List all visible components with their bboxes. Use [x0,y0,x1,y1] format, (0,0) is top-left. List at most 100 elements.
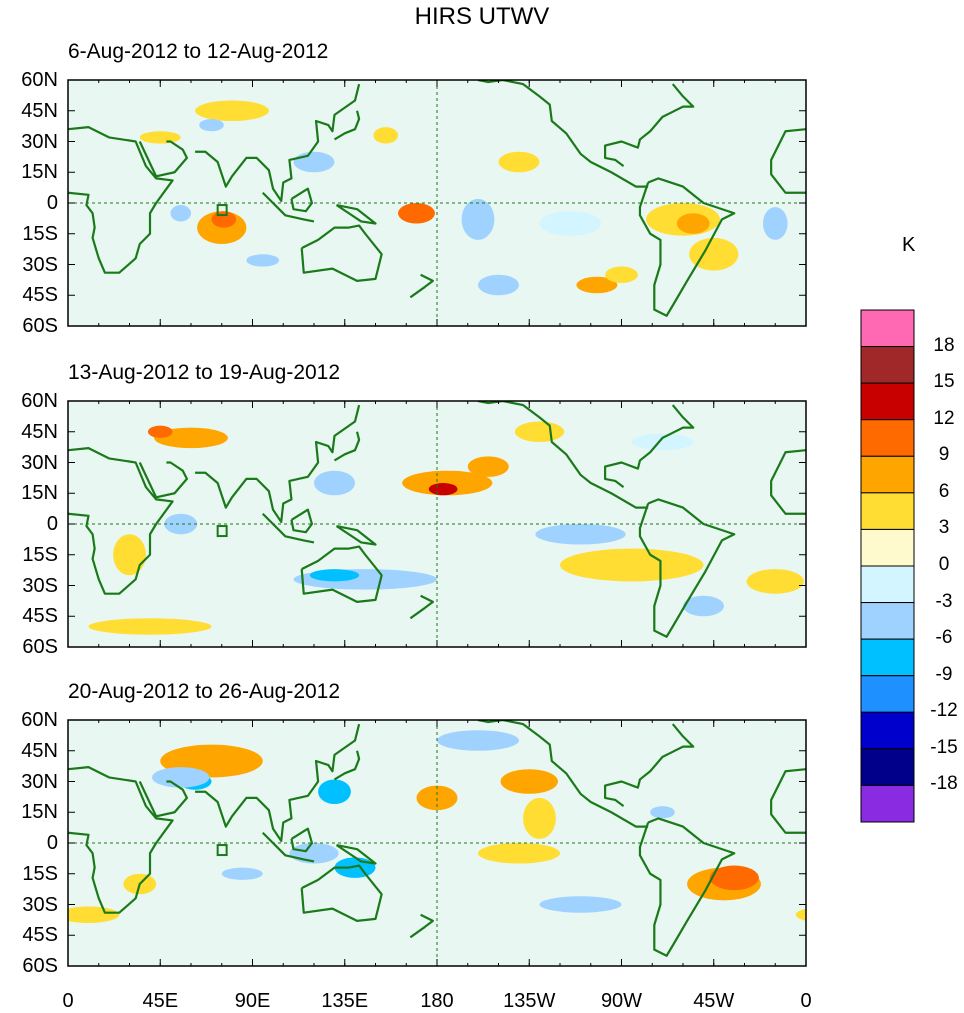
coastline [477,80,649,188]
coastline [335,203,377,225]
anomaly-contour [960,868,964,880]
anomaly-contour [498,151,540,173]
coastline [333,750,361,781]
anomaly-contour [950,211,964,227]
lon-tick-label: 135W [503,990,556,1012]
coastline [261,512,315,544]
coastline [290,187,314,213]
coastline [770,449,806,515]
anomaly-contour [523,797,556,839]
colorbar-swatch [860,638,915,677]
lat-tick-label: 15N [21,161,58,184]
colorbar-label: -9 [935,663,953,685]
map-panel-1 [67,79,964,327]
lat-tick-label: 30S [22,253,58,276]
anomaly-contour [933,101,964,122]
anomaly-contour [560,548,704,582]
lat-tick-label: 60N [21,69,58,91]
coastline [638,177,736,317]
anomaly-contour [309,569,360,582]
lat-tick-label: 30N [21,451,58,474]
lon-tick-label: 135E [321,990,369,1012]
panel-2-title: 13-Aug-2012 to 19-Aug-2012 [68,361,341,384]
coastline [300,224,383,282]
anomaly-contour [428,483,458,496]
anomaly-contour [170,205,191,222]
colorbar-swatch [860,492,915,530]
anomaly-contour [246,254,280,267]
lat-tick-label: 45N [21,420,58,443]
colorbar-swatch [860,784,915,823]
map-panel-3 [67,719,964,967]
anomaly-contour [195,100,269,121]
panel-1-title: 6-Aug-2012 to 12-Aug-2012 [68,40,329,63]
chart-title: HIRS UTWV [414,3,550,30]
anomaly-contour [437,730,519,751]
anomaly-contour [937,119,962,131]
anomaly-contour [139,131,181,144]
lat-tick-label: 45S [22,605,58,628]
anomaly-contour [416,785,458,811]
coastline [68,766,174,914]
anomaly-contour [762,207,788,240]
coastline [770,128,806,194]
colorbar-label: 15 [933,371,955,393]
lon-tick-label: 180 [420,990,454,1012]
coastline [477,720,649,828]
lon-tick-label: 90E [234,990,271,1012]
colorbar-label: 9 [938,444,950,466]
anomaly-contour [861,874,894,895]
anomaly-contour [878,131,919,143]
coastline [335,524,377,546]
colorbar-swatch [860,346,915,384]
anomaly-contour [683,595,724,617]
coastline [300,864,383,923]
anomaly-contour [154,427,228,449]
coastline [138,140,188,178]
anomaly-contour [500,769,558,794]
anomaly-contour [68,906,120,923]
anomaly-contour [478,843,560,864]
lat-tick-label: 45N [21,739,58,762]
coastline [300,545,383,604]
colorbar-swatch [860,748,915,786]
coastline [138,780,188,818]
coastline [603,404,695,488]
coastline [638,498,736,638]
coastline [638,817,736,957]
map-panel-2 [67,400,807,648]
coastline [261,191,315,223]
colorbar-swatch [860,711,915,750]
colorbar-swatch [860,528,915,567]
coastline [409,273,434,299]
lon-tick-label: 90W [600,990,643,1012]
lat-tick-label: 60N [21,390,58,412]
colorbar-label: -6 [935,627,953,649]
coastline [333,110,361,141]
coastline [335,843,377,865]
colorbar-label: 6 [938,480,950,502]
lat-tick-label: 30S [22,893,58,916]
colorbar-swatch [860,565,915,604]
lon-tick-label: 45W [693,990,735,1012]
coastline [409,913,434,939]
anomaly-contour [113,534,146,576]
colorbar-swatch [860,419,915,457]
colorbar-label: -12 [930,700,958,722]
island-outline [216,204,228,217]
anomaly-contour [478,274,519,296]
colorbar-swatch [860,602,915,640]
lat-tick-label: 30S [22,574,58,597]
lat-tick-label: 60S [22,636,58,658]
lat-tick-label: 45S [22,924,58,947]
lat-tick-label: 0 [46,832,58,854]
anomaly-contour [576,276,618,294]
coastline [333,431,361,462]
colorbar-label: -15 [930,736,958,758]
colorbar-label: 3 [938,517,950,539]
anomaly-contour [709,865,759,891]
anomaly-contour [631,433,694,451]
coastline [603,723,695,807]
colorbar-label: 18 [933,334,955,356]
